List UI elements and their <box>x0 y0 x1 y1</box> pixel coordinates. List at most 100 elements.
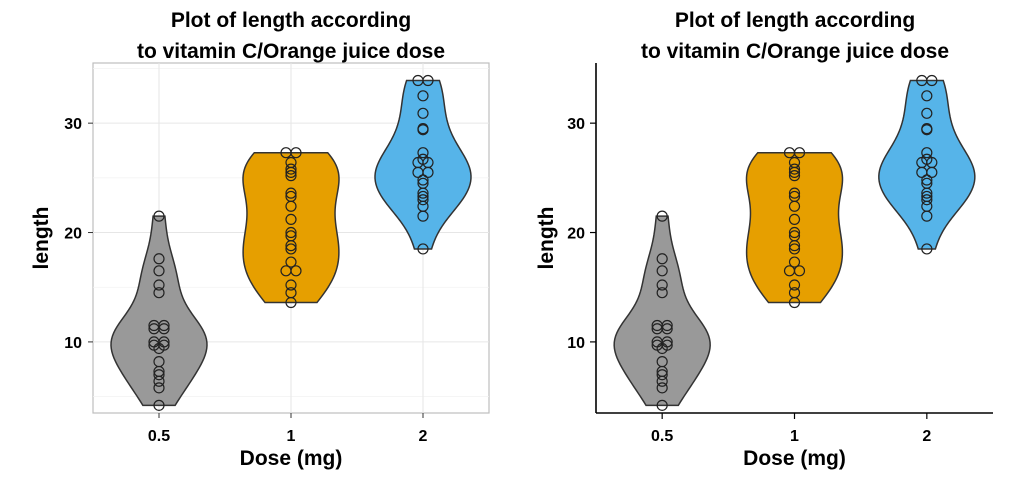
data-point <box>793 147 806 159</box>
y-tick-label: 20 <box>567 226 585 243</box>
data-point <box>417 174 429 186</box>
data-point <box>656 355 668 368</box>
data-point <box>788 287 801 299</box>
y-axis-title: length <box>535 207 558 270</box>
data-point <box>153 279 165 291</box>
data-point <box>285 256 297 268</box>
data-point <box>661 323 673 335</box>
data-point <box>417 177 429 189</box>
data-point <box>921 190 933 203</box>
data-point <box>158 323 170 335</box>
data-point <box>656 369 668 381</box>
data-point <box>153 355 165 368</box>
chart-title-line-1: Plot of length according <box>171 9 411 32</box>
data-point <box>290 265 302 277</box>
x-tick-label: 2 <box>922 428 931 445</box>
violin-0_5 <box>110 215 208 407</box>
data-point <box>661 319 673 332</box>
data-point <box>417 190 429 203</box>
y-tick-label: 30 <box>64 116 82 133</box>
data-point <box>285 287 297 299</box>
data-point <box>656 382 668 394</box>
data-point <box>661 336 673 348</box>
data-point <box>285 213 297 226</box>
data-point <box>417 90 429 102</box>
data-point <box>921 174 933 186</box>
data-point <box>656 210 668 222</box>
data-point <box>153 287 165 299</box>
chart-panel-1: 10 20 30 0.5 1 2 Plot of length according to vi… <box>30 9 490 470</box>
data-point <box>285 156 297 169</box>
chart-title-line-1: Plot of length according <box>675 9 915 32</box>
data-point <box>656 279 668 291</box>
data-point <box>656 399 668 411</box>
x-tick-label: 0.5 <box>148 428 170 445</box>
data-point <box>788 256 801 268</box>
x-tick-label: 1 <box>790 428 799 445</box>
data-point <box>788 279 801 291</box>
data-point <box>788 163 801 175</box>
data-point <box>417 123 429 135</box>
data-point <box>793 265 806 277</box>
data-point <box>788 170 801 182</box>
data-point <box>788 213 801 226</box>
data-point <box>285 230 297 242</box>
data-point <box>290 147 302 159</box>
data-point <box>921 243 933 255</box>
chart-title-line-2: to vitamin C/Orange juice dose <box>137 40 445 63</box>
chart-panel-2: 10 20 30 0.5 1 2 Plot of length according to vi… <box>535 9 993 470</box>
data-point <box>921 153 933 165</box>
y-tick-label: 20 <box>64 226 82 243</box>
data-point <box>285 226 297 239</box>
data-point <box>788 190 801 203</box>
data-point <box>153 399 165 411</box>
data-point <box>921 177 933 189</box>
y-axis-title: length <box>30 207 53 270</box>
y-tick-label: 30 <box>567 116 585 133</box>
y-tick-label: 10 <box>64 335 82 352</box>
data-point <box>285 187 297 199</box>
data-point <box>788 243 801 255</box>
data-point <box>661 339 673 351</box>
x-axis-title: Dose (mg) <box>240 447 343 470</box>
violin-0_5 <box>613 215 711 407</box>
data-point <box>921 123 933 135</box>
data-point <box>926 74 938 87</box>
data-point <box>285 163 297 175</box>
data-point <box>921 194 933 206</box>
x-tick-label: 0.5 <box>651 428 673 445</box>
data-point <box>285 279 297 291</box>
data-point <box>153 369 165 381</box>
data-point <box>788 187 801 199</box>
data-point <box>158 319 170 332</box>
data-point <box>921 107 933 119</box>
data-point <box>153 265 165 277</box>
y-tick-label: 10 <box>567 335 585 352</box>
chart-title-line-2: to vitamin C/Orange juice dose <box>641 40 949 63</box>
data-point <box>158 336 170 348</box>
x-tick-label: 1 <box>287 428 296 445</box>
data-point <box>158 339 170 351</box>
data-point <box>788 230 801 242</box>
data-point <box>285 243 297 255</box>
x-tick-label: 2 <box>419 428 428 445</box>
data-point <box>285 190 297 203</box>
data-point <box>417 147 429 159</box>
data-point <box>153 382 165 394</box>
data-point <box>656 253 668 265</box>
data-point <box>417 194 429 206</box>
data-point <box>921 90 933 102</box>
data-point <box>153 253 165 265</box>
data-point <box>417 107 429 119</box>
data-point <box>153 210 165 222</box>
x-axis-title: Dose (mg) <box>743 447 846 470</box>
data-point <box>285 170 297 182</box>
data-point <box>422 74 434 87</box>
data-point <box>788 226 801 239</box>
data-point <box>656 287 668 299</box>
data-point <box>921 147 933 159</box>
data-point <box>417 243 429 255</box>
data-point <box>788 156 801 169</box>
